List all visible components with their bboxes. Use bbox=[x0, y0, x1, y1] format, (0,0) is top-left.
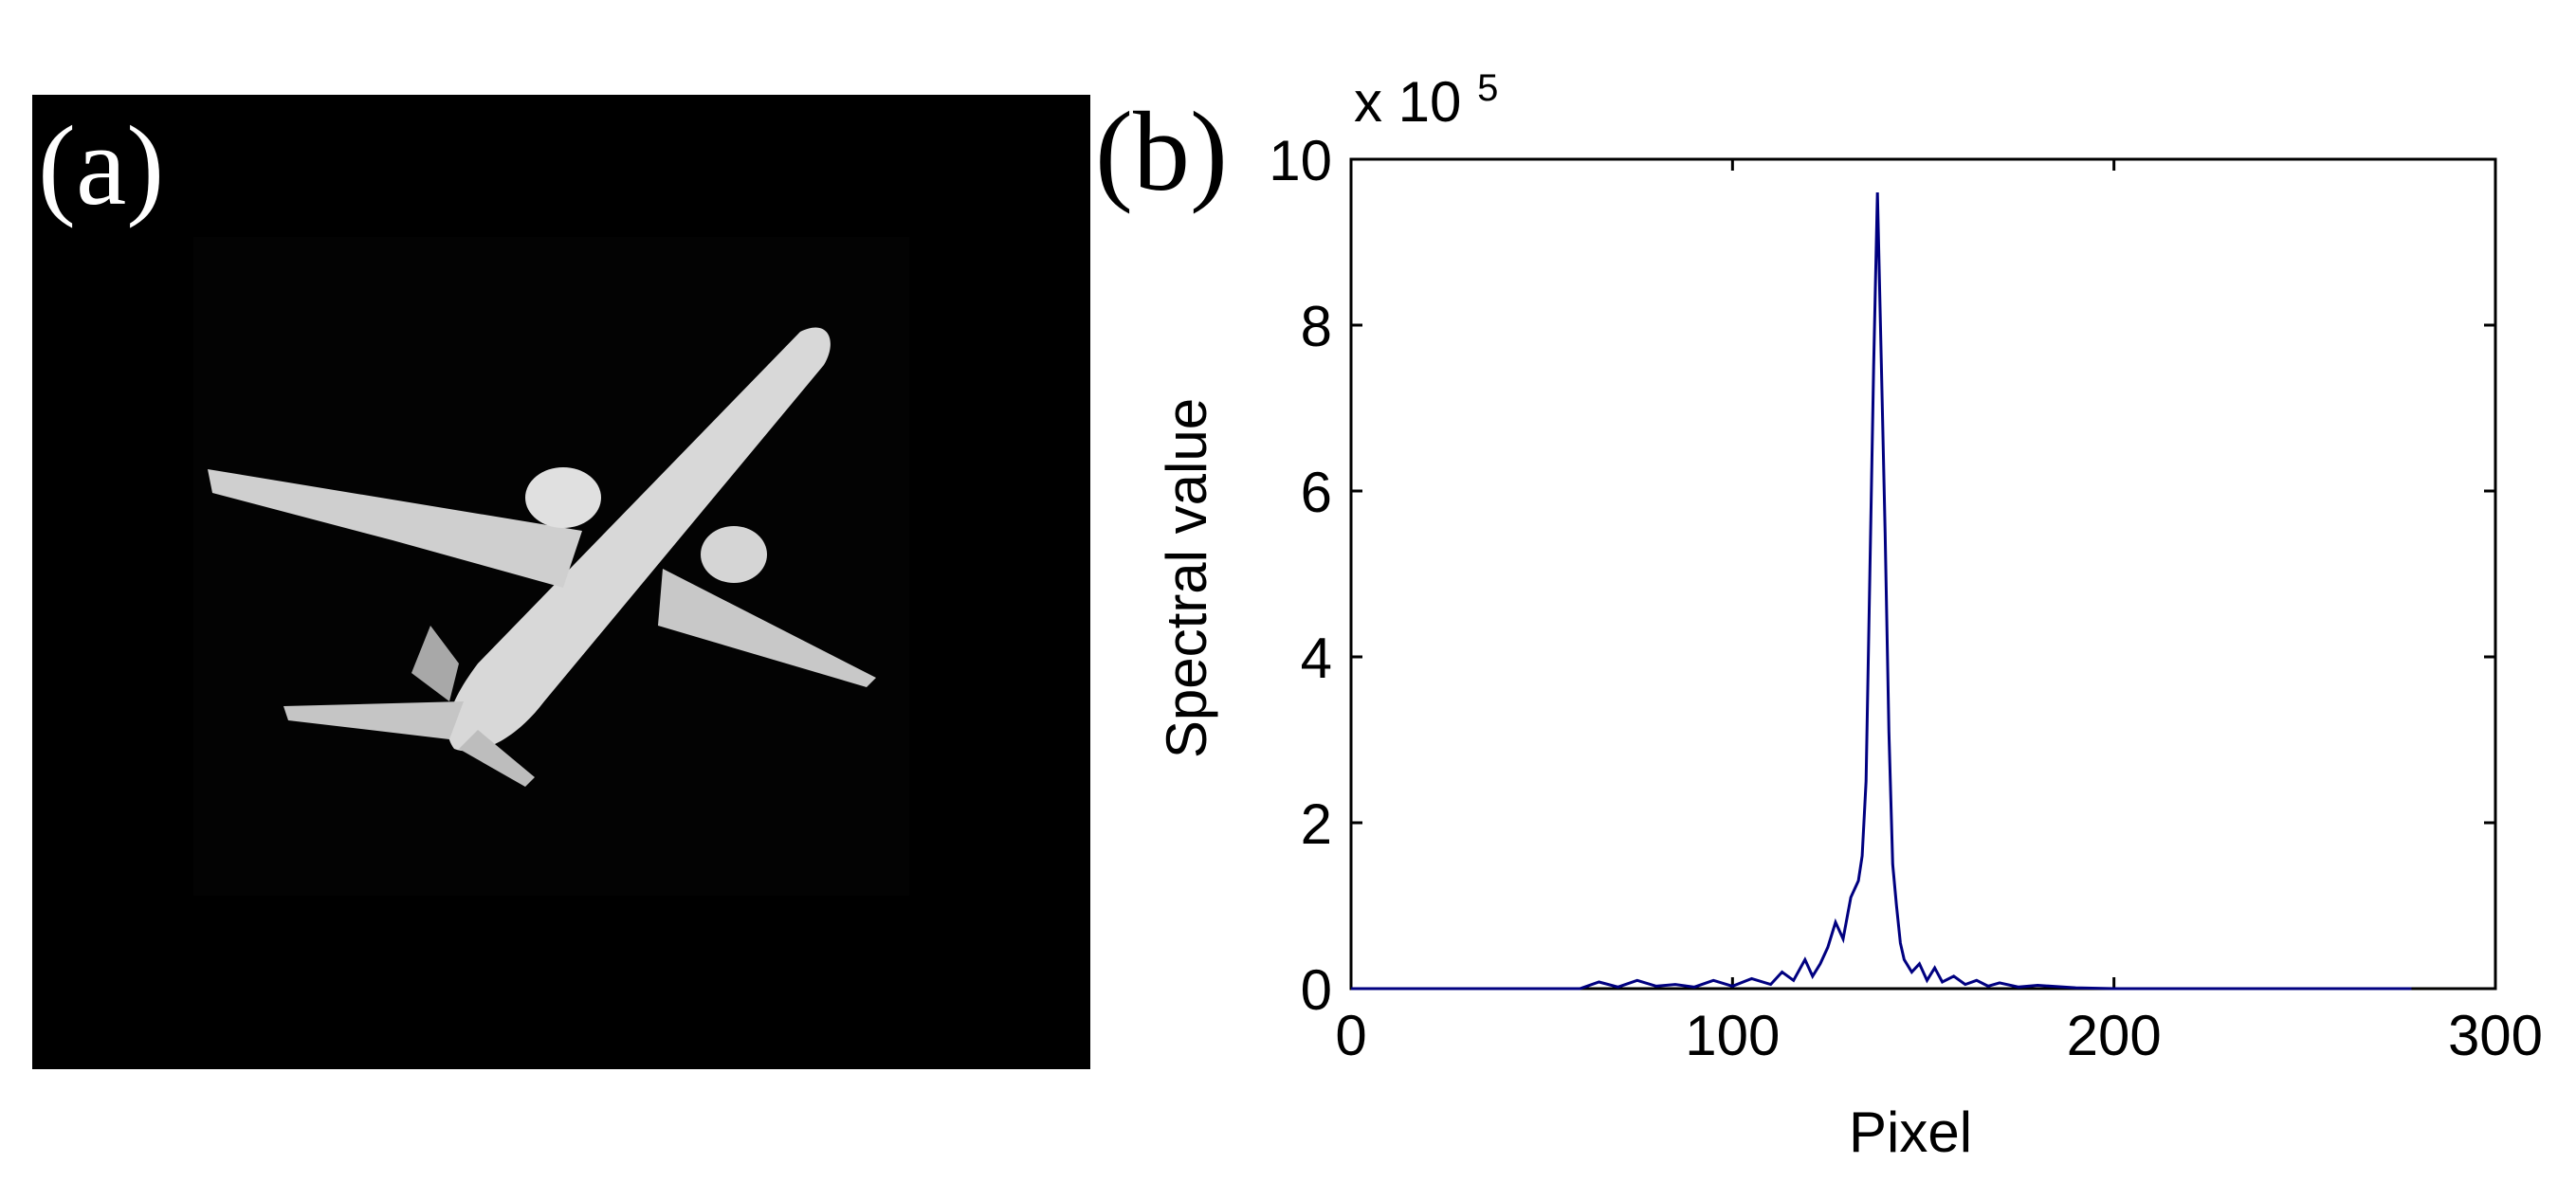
x-tick-label: 0 bbox=[1335, 1004, 1366, 1067]
x-axis-title: Pixel bbox=[1849, 1100, 1972, 1164]
y-axis-title: Spectral value bbox=[1155, 398, 1218, 758]
y-tick-label: 10 bbox=[1269, 129, 1332, 192]
plot-frame bbox=[1349, 157, 2497, 991]
spectrum-series-line bbox=[1351, 191, 2412, 991]
airplane-image bbox=[208, 327, 876, 787]
x-tick-label: 300 bbox=[2448, 1004, 2543, 1067]
y-tick-label: 2 bbox=[1301, 792, 1332, 856]
y-tick-label: 4 bbox=[1301, 627, 1332, 690]
x-tick-label: 100 bbox=[1685, 1004, 1780, 1067]
panel-a-label: (a) bbox=[38, 102, 165, 228]
y-exponent-base: x 10 bbox=[1354, 70, 1461, 134]
chart-axes bbox=[1349, 157, 2497, 991]
y-tick-label: 8 bbox=[1301, 295, 1332, 358]
chart-ticks: 0 100 200 300 0 2 4 6 8 10 bbox=[1269, 129, 2543, 1067]
y-tick-label: 6 bbox=[1301, 461, 1332, 524]
x-tick-label: 200 bbox=[2067, 1004, 2162, 1067]
panel-b-label: (b) bbox=[1095, 88, 1228, 214]
y-tick-label: 0 bbox=[1301, 958, 1332, 1022]
y-exponent-power: 5 bbox=[1477, 67, 1498, 109]
y-exponent-label: x 10 5 bbox=[1354, 67, 1498, 134]
airplane-image-panel bbox=[32, 95, 1090, 1069]
